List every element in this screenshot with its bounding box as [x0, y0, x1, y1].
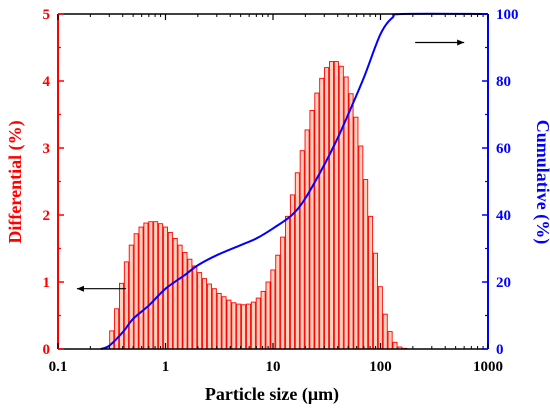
differential-bar [114, 308, 120, 350]
right-tick-label: 100 [496, 7, 519, 23]
x-tick-label: 1000 [473, 359, 503, 375]
differential-bar [182, 252, 188, 350]
differential-bar [289, 194, 295, 350]
differential-bar [128, 244, 134, 350]
left-tick-label: 5 [43, 7, 51, 23]
differential-bar [358, 145, 364, 350]
differential-bar [158, 223, 164, 350]
differential-bar [392, 341, 398, 350]
differential-bar [221, 296, 227, 350]
differential-bar [294, 172, 300, 350]
differential-bar [309, 110, 315, 350]
x-tick-label: 100 [369, 359, 392, 375]
right-tick-label: 80 [496, 74, 511, 90]
differential-bar [133, 233, 139, 350]
differential-bar [226, 299, 232, 350]
x-axis-title: Particle size (μm) [205, 384, 339, 405]
left-tick-label: 0 [43, 342, 51, 358]
differential-bar [387, 331, 393, 350]
differential-bar [241, 304, 247, 350]
differential-bar [260, 290, 266, 350]
left-tick-label: 1 [43, 275, 51, 291]
differential-bar [314, 92, 320, 350]
left-pointing-arrow-head [76, 285, 84, 292]
left-tick-label: 2 [43, 208, 51, 224]
differential-bar [319, 77, 325, 350]
right-tick-label: 20 [496, 275, 511, 291]
right-axis-title: Cumulative (%) [532, 120, 550, 245]
differential-bar [368, 215, 374, 350]
differential-bar [265, 281, 271, 350]
differential-bar [324, 67, 330, 350]
differential-bar [177, 244, 183, 350]
right-pointing-arrow-head [457, 39, 465, 46]
differential-bar [245, 303, 251, 350]
differential-bar [216, 292, 222, 350]
differential-bar [148, 221, 154, 350]
right-tick-label: 40 [496, 208, 511, 224]
differential-bar [382, 313, 388, 350]
differential-bar [172, 237, 178, 350]
right-tick-label: 0 [496, 342, 504, 358]
differential-bar [270, 269, 276, 350]
differential-bar [123, 261, 129, 350]
left-tick-label: 3 [43, 141, 51, 157]
differential-bar [285, 215, 291, 350]
x-tick-label: 10 [266, 359, 281, 375]
differential-bar [197, 272, 203, 350]
differential-bar [280, 236, 286, 350]
differential-bar [143, 222, 149, 350]
differential-bar [236, 303, 242, 350]
differential-bar [255, 297, 261, 350]
differential-bar [304, 129, 310, 350]
left-axis-title: Differential (%) [5, 120, 26, 243]
differential-bar [348, 93, 354, 350]
differential-bar [153, 221, 159, 350]
differential-bar [231, 302, 237, 350]
x-tick-label: 1 [162, 359, 170, 375]
differential-bar [192, 265, 198, 350]
differential-bar [329, 61, 334, 350]
differential-bar [377, 286, 383, 350]
axis-arrows [76, 39, 465, 292]
differential-bar [109, 330, 115, 350]
differential-bar [250, 301, 256, 350]
right-tick-label: 60 [496, 141, 511, 157]
differential-bar [372, 252, 378, 350]
differential-bar [202, 278, 208, 350]
cumulative-line [100, 12, 489, 350]
differential-bar [333, 61, 339, 350]
x-tick-label: 0.1 [49, 359, 68, 375]
differential-bar [119, 282, 124, 350]
differential-bar [353, 116, 359, 350]
left-tick-label: 4 [43, 74, 51, 90]
differential-bar [363, 179, 369, 350]
x-axis-ticks: 0.1 1 10 100 1000 [49, 14, 503, 375]
differential-bar [167, 231, 173, 350]
differential-bars [109, 61, 408, 350]
differential-bar [275, 254, 281, 350]
differential-bar [206, 283, 212, 350]
left-axis-ticks: 0 1 2 3 4 5 [43, 7, 64, 358]
differential-bar [338, 65, 344, 350]
differential-bar [138, 226, 144, 350]
right-axis-ticks: 0 20 40 60 80 100 [482, 7, 519, 358]
differential-bar [211, 288, 217, 350]
differential-bar [299, 150, 305, 350]
